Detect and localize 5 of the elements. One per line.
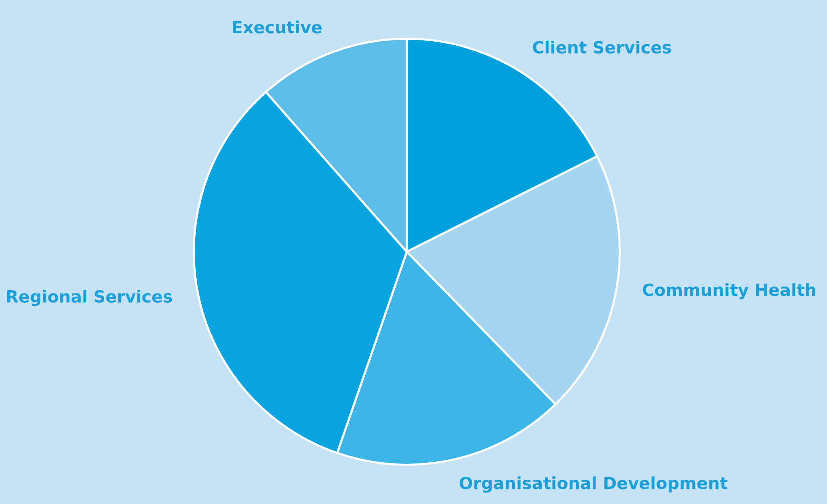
slice-label: Executive — [233, 20, 322, 34]
slice-label: Community Health — [643, 283, 816, 300]
slice-label: Regional Services — [7, 290, 172, 306]
slice-label: Client Services — [533, 40, 672, 54]
slice-label: Organisational Development — [460, 476, 728, 493]
